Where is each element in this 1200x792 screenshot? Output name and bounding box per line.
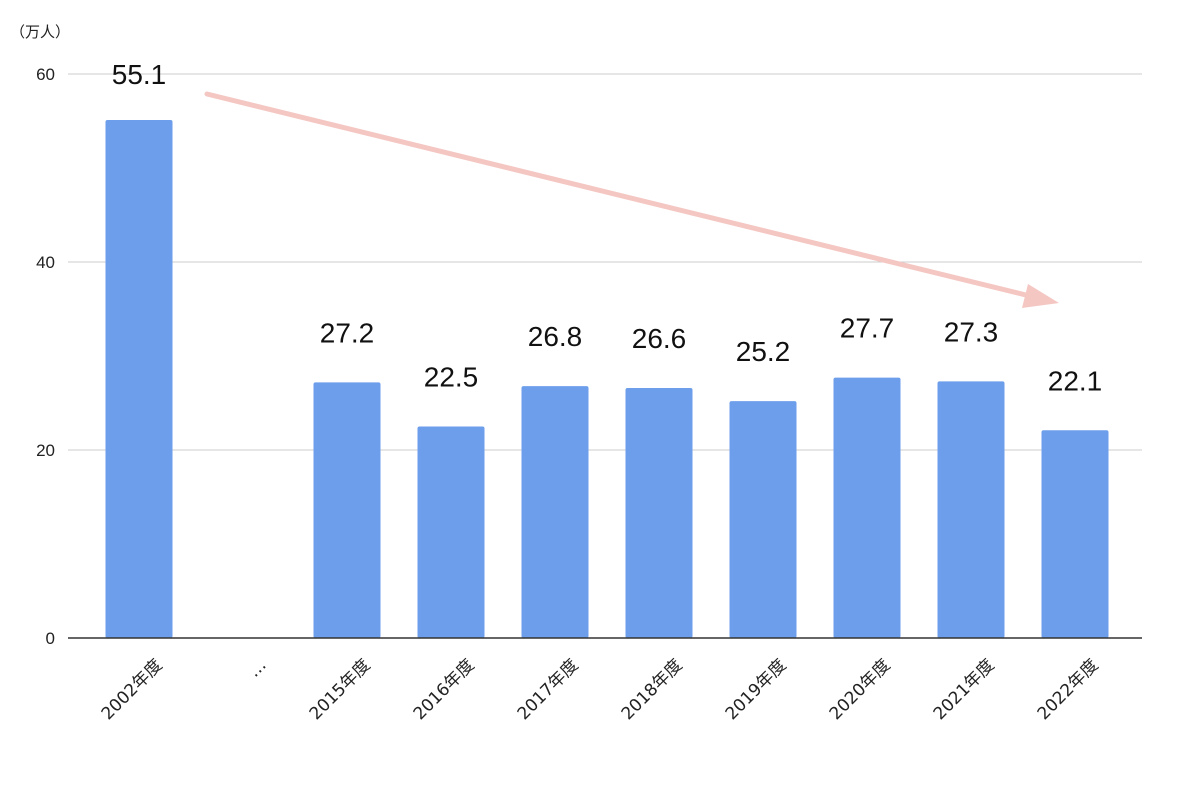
x-tick-label: 2019年度	[722, 655, 791, 724]
trend-arrow	[204, 91, 1059, 308]
data-label: 27.2	[320, 317, 375, 348]
y-axis-unit-label: （万人）	[10, 23, 70, 41]
data-label: 22.5	[424, 362, 479, 393]
bar	[417, 426, 485, 638]
bar	[625, 387, 693, 638]
y-tick-label: 20	[36, 441, 55, 460]
y-tick-label: 0	[46, 629, 55, 648]
x-tick-label: 2017年度	[514, 655, 583, 724]
x-tick-label: 2016年度	[410, 655, 479, 724]
x-tick-label: 2015年度	[306, 655, 375, 724]
y-tick-label: 40	[36, 253, 55, 272]
data-label: 25.2	[736, 336, 791, 367]
bar	[313, 382, 381, 638]
data-labels: 55.1 27.2 22.5 26.8 26.6 25.2 27.7 27.3 22.1	[112, 59, 1103, 396]
data-label: 26.8	[528, 321, 583, 352]
data-label: 27.7	[840, 313, 895, 344]
x-tick-label: …	[244, 655, 270, 681]
x-tick-label: 2020年度	[826, 655, 895, 724]
x-axis-labels: 2002年度 … 2015年度 2016年度 2017年度 2018年度 2019年度 202…	[98, 655, 1103, 724]
bar	[105, 120, 173, 638]
data-label: 55.1	[112, 59, 167, 90]
trend-arrow-head	[1022, 284, 1059, 308]
x-tick-label: 2002年度	[98, 655, 167, 724]
data-label: 22.1	[1048, 365, 1103, 396]
bars	[105, 120, 1109, 638]
bar	[1041, 430, 1109, 638]
x-tick-label: 2018年度	[618, 655, 687, 724]
data-label: 27.3	[944, 316, 999, 347]
bar	[521, 386, 589, 638]
bar	[833, 377, 901, 638]
x-tick-label: 2021年度	[930, 655, 999, 724]
y-axis-ticks: 0 20 40 60	[36, 65, 55, 648]
data-label: 26.6	[632, 323, 687, 354]
trend-arrow-line	[204, 91, 1033, 299]
y-tick-label: 60	[36, 65, 55, 84]
bar	[937, 381, 1005, 638]
x-tick-label: 2022年度	[1034, 655, 1103, 724]
bar	[729, 401, 797, 638]
